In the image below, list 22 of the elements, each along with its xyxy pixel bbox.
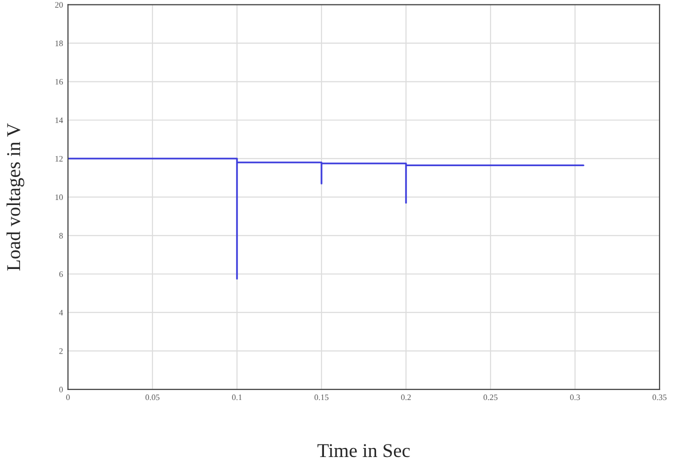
y-tick-label: 12 [56,156,63,162]
y-tick-label: 4 [59,310,63,316]
y-tick-label: 6 [59,271,63,277]
x-tick-label: 0.35 [652,394,667,400]
x-tick-label: 0.3 [570,394,580,400]
line-series [68,158,584,280]
y-tick-label: 18 [56,40,63,46]
y-tick-label: 0 [59,386,63,392]
y-tick-label: 14 [56,118,63,124]
x-tick-label: 0.15 [314,394,328,400]
y-tick-label: 16 [56,79,63,85]
x-tick-label: 0.05 [146,394,160,400]
y-tick-label: 20 [55,2,63,8]
x-tick-label: 0.1 [232,394,242,400]
x-axis-title: Time in Sec [317,444,410,458]
y-tick-label: 8 [59,232,63,238]
x-tick-label: 0.2 [401,394,411,400]
x-tick-label: 0 [66,394,70,400]
y-tick-label: 10 [56,194,63,200]
x-tick-label: 0.25 [484,394,498,400]
y-tick-label: 2 [59,348,63,354]
y-axis-title: Load voltages in V [6,123,24,271]
